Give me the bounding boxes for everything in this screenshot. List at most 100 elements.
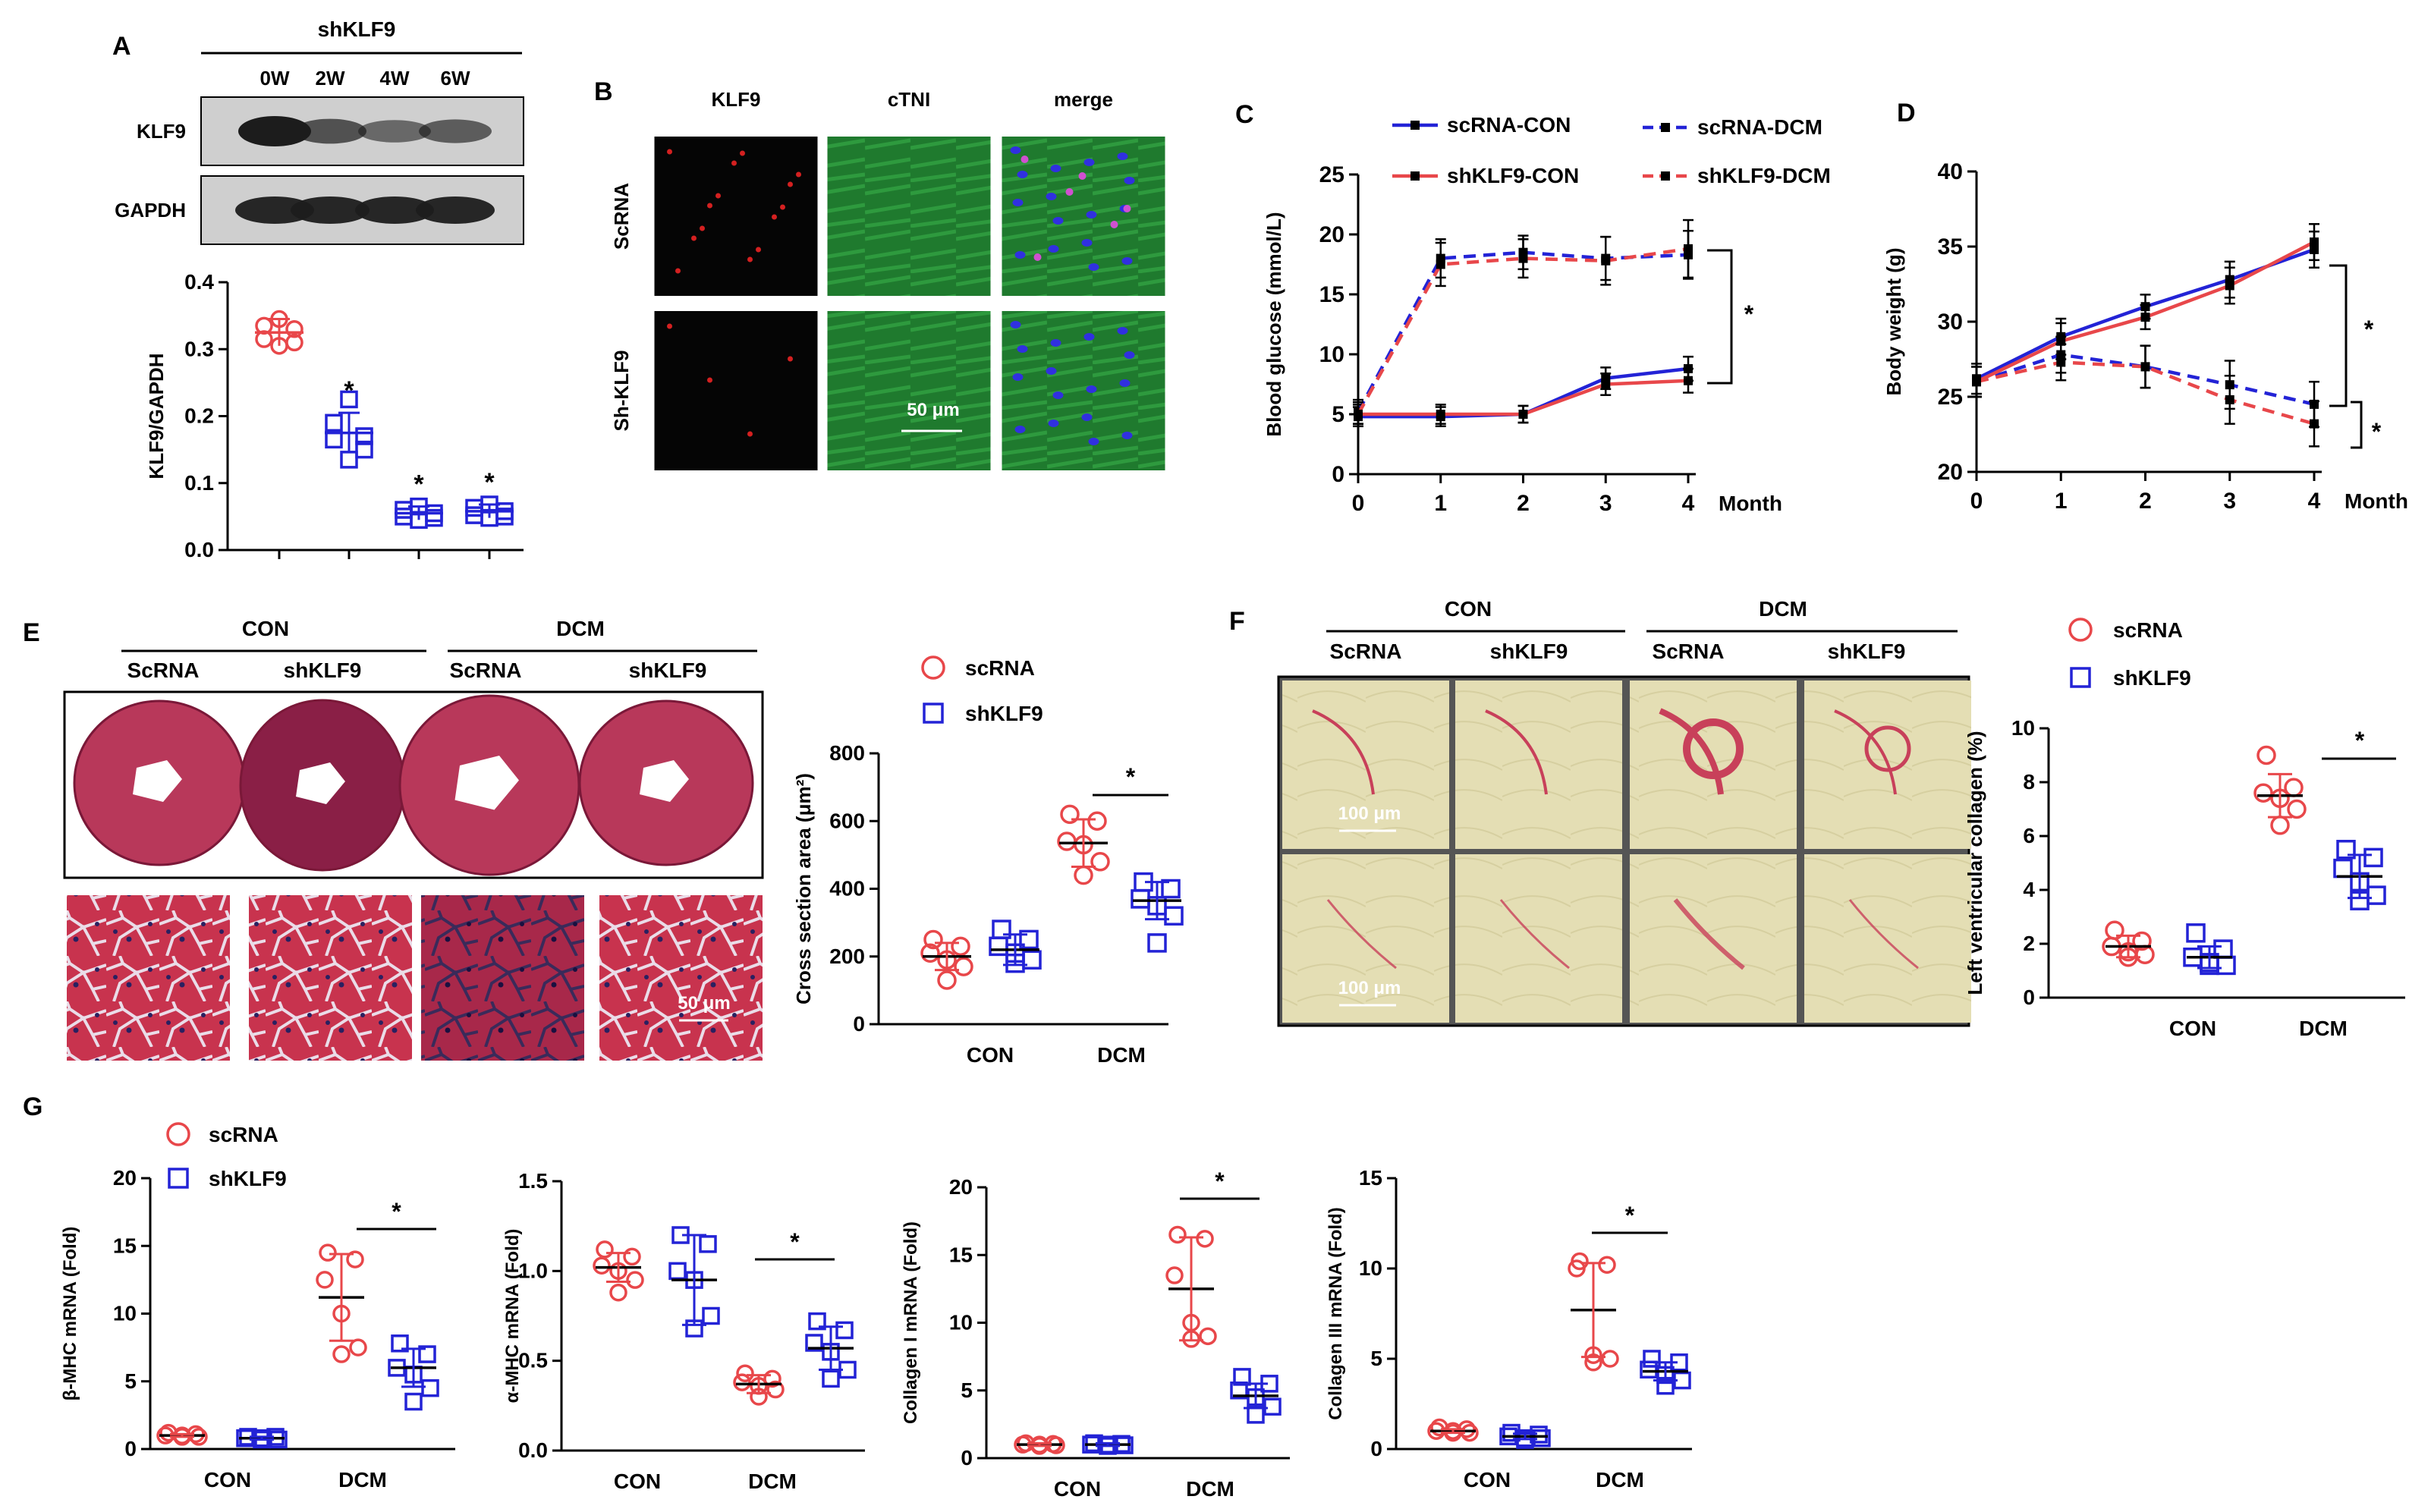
data-point [2132,931,2152,951]
vessel-stain [1864,725,1911,772]
data-point [699,1235,717,1253]
column-label: KLF9 [712,88,761,111]
data-point [332,1345,351,1363]
subgroup-label: shKLF9 [1828,640,1906,663]
panel-g-chart-2: 0.0 0.5 1.0 1.5 α-MHC mRNA (Fold) CON DCM * [502,1169,865,1493]
lane-label: 6W [441,67,470,90]
data-point [2256,745,2276,765]
blot-header: shKLF9 [318,17,396,41]
y-axis-label: Blood glucose (mmol/L) [1263,212,1285,436]
if-signal [747,431,753,437]
data-point [391,1334,409,1353]
data-point [1057,831,1077,851]
data-point [404,1392,423,1411]
y-tick-label: 6 [2023,824,2035,847]
row-label: Sh-KLF9 [610,350,633,432]
y-axis-label: α-MHC mRNA (Fold) [502,1229,523,1404]
panel-a-western-blot: shKLF9 0W 2W 4W 6W KLF9 GAPDH 0.0 0.1 0.2 0.3 0.4 KL… [115,17,524,561]
group-label: DCM [556,617,605,640]
collagen-stain [1848,899,1919,970]
y-tick-label: 5 [124,1369,137,1393]
data-point [2186,923,2206,943]
data-point [1247,1406,1265,1424]
significance-star: * [1625,1202,1635,1229]
data-point [954,957,973,976]
data-point [1161,879,1181,899]
collagen-stain [1659,708,1724,795]
data-point [340,451,358,469]
if-signal [1021,156,1029,163]
y-tick-label: 0 [2023,985,2035,1009]
blot-band [416,196,495,224]
row-label: ScRNA [610,183,633,250]
x-tick-label: 3 [2223,489,2236,514]
if-signal [731,160,737,166]
if-image-merge [1002,137,1165,296]
panel-letter-g: G [23,1092,42,1121]
data-point [421,1378,439,1397]
y-tick-label: 25 [1938,385,1963,410]
legend-marker [1410,121,1420,130]
blot-band [235,196,314,224]
data-point [1436,410,1445,419]
legend-label: shKLF9-DCM [1697,164,1831,187]
group-label: CON [242,617,289,640]
data-point [733,1373,751,1391]
x-tick-label: 4 [1682,491,1695,516]
legend-marker [923,703,944,724]
if-signal [675,268,681,274]
data-point [1568,1259,1586,1278]
y-tick-label: 1.0 [518,1259,548,1282]
data-point [2056,357,2066,367]
if-nucleus [1086,385,1097,393]
if-nucleus [1083,333,1095,341]
picrosirius-micrograph [1804,854,1971,1023]
panel-f-collagen: CON DCM ScRNA shKLF9 ScRNA shKLF9 100 μm 100 μm… [1277,597,2396,1027]
if-nucleus [1052,217,1064,225]
x-tick-label: 3 [1599,491,1612,516]
significance-star: * [1744,300,1754,328]
significance-star: * [1126,763,1136,791]
data-point [1640,1360,1658,1379]
if-signal [1065,188,1074,196]
collagen-stain [1326,899,1397,970]
y-tick-label: 0.1 [184,471,214,495]
data-point [2287,799,2307,819]
y-tick-label: 20 [1319,222,1344,247]
legend-label: scRNA [965,656,1035,680]
if-signal [1123,205,1131,212]
he-micrograph [249,895,412,1061]
if-nucleus [1124,177,1135,184]
x-category-label: DCM [1097,1043,1146,1067]
he-micrograph [421,895,584,1061]
if-signal [700,225,705,231]
x-category-label: CON [2169,1017,2216,1040]
x-category-label: CON [204,1468,251,1492]
data-point [349,1338,367,1356]
if-nucleus [1088,438,1099,445]
blot-row-label: GAPDH [115,199,186,222]
data-point [1601,379,1611,389]
data-point [1168,1225,1187,1244]
data-point [763,1369,782,1388]
data-point [1436,259,1445,269]
y-tick-label: 0 [853,1012,865,1036]
x-tick-label: 1 [2055,489,2068,514]
y-tick-label: 200 [829,945,865,968]
data-point [1972,377,1981,387]
if-nucleus [1012,199,1024,206]
data-point [808,1312,826,1331]
data-point [702,1306,720,1325]
scale-bar-label: 50 μm [678,993,730,1014]
group-label: DCM [1759,597,1807,621]
y-tick-label: 600 [829,809,865,832]
lane-label: 0W [260,67,290,90]
collagen-stain [1673,898,1745,970]
if-nucleus [1121,432,1133,439]
significance-star: * [414,470,424,499]
data-point [1131,889,1150,909]
data-point [1601,256,1611,266]
data-point [835,1321,854,1340]
y-tick-label: 40 [1938,159,1963,184]
